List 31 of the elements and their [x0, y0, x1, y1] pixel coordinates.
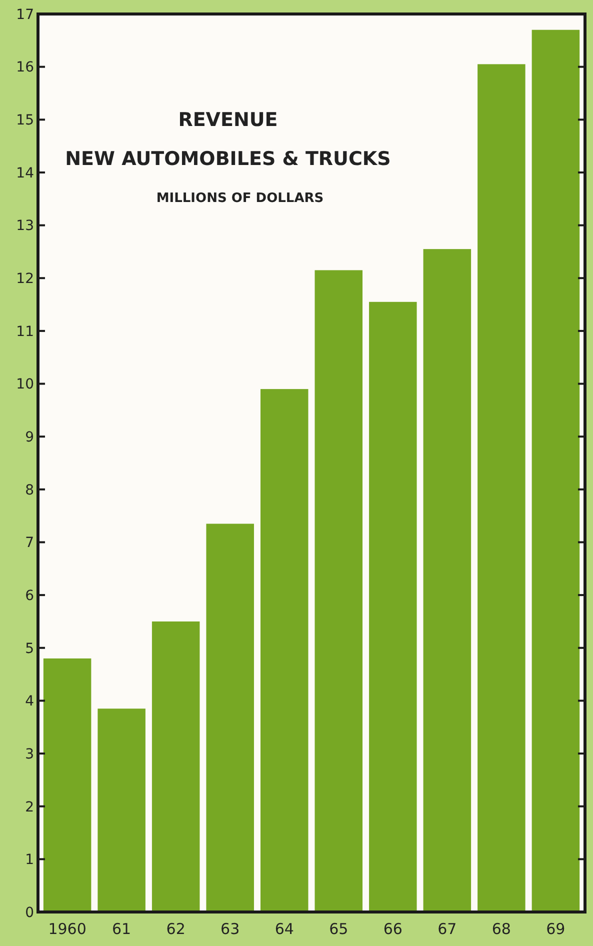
- y-tick-label: 5: [25, 640, 34, 657]
- x-tick-label: 67: [438, 920, 457, 938]
- y-tick-label: 13: [16, 218, 34, 234]
- y-tick-label: 1: [25, 852, 34, 868]
- text: NEW AUTOMOBILES & TRUCKS: [65, 148, 391, 170]
- y-tick-label: 15: [16, 112, 34, 129]
- y-tick-label: 9: [25, 429, 34, 446]
- x-tick-label: 62: [166, 920, 186, 938]
- y-tick-label: 10: [16, 376, 34, 393]
- y-tick-label: 3: [25, 746, 34, 762]
- x-tick-label: 68: [492, 920, 511, 938]
- x-tick-label: 1960: [48, 920, 86, 938]
- y-axis-title: MILLIONS OF DOLLARS: [156, 191, 324, 206]
- y-tick-label: 7: [25, 535, 34, 552]
- y-tick-label: 4: [25, 694, 34, 710]
- x-tick-label: 66: [383, 920, 402, 938]
- y-tick-label: 6: [25, 588, 34, 604]
- y-tick-label: 16: [16, 60, 34, 76]
- x-tick-label: 65: [329, 920, 348, 938]
- y-tick-label: 14: [16, 165, 34, 182]
- text: REVENUE: [178, 109, 278, 131]
- y-tick-label: 0: [25, 904, 34, 921]
- y-tick-label: 12: [16, 271, 34, 288]
- y-tick-label: 17: [16, 6, 34, 23]
- y-tick-label: 2: [25, 799, 34, 816]
- x-tick-label: 64: [274, 920, 294, 938]
- y-tick-label: 11: [16, 324, 34, 340]
- x-tick-label: 63: [220, 920, 240, 938]
- x-tick-label: 61: [112, 920, 132, 938]
- x-tick-label: 69: [546, 920, 566, 938]
- y-tick-label: 8: [25, 482, 34, 498]
